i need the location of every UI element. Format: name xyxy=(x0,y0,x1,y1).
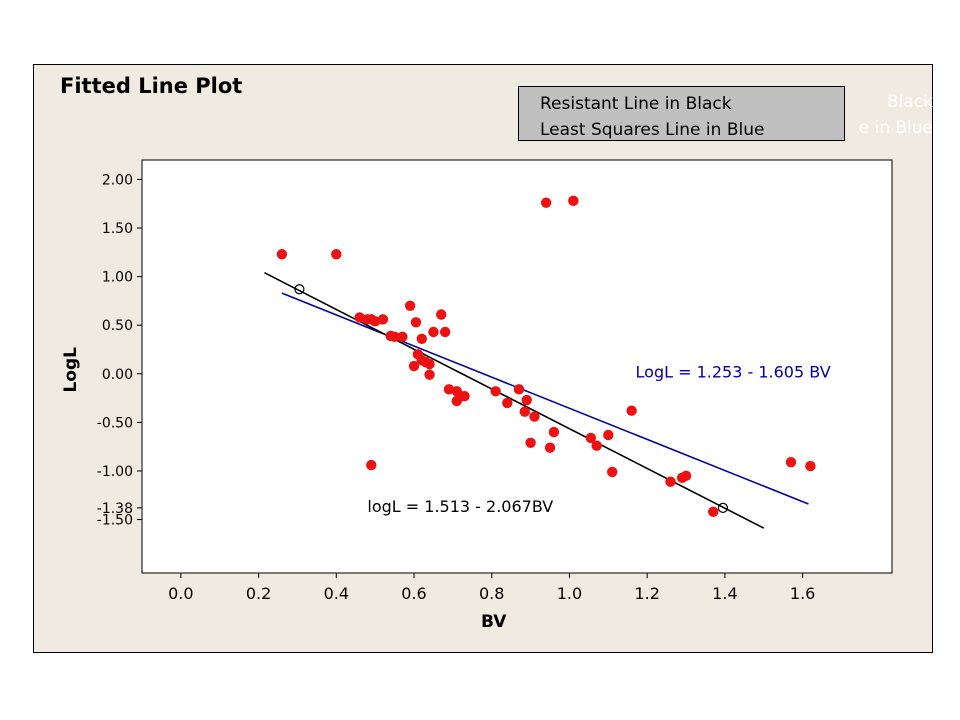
resistant-marker xyxy=(717,502,729,513)
data-point xyxy=(389,331,400,343)
chart-title: Fitted Line Plot xyxy=(60,74,243,98)
data-point xyxy=(626,405,637,416)
data-point xyxy=(276,249,288,260)
y-tick-label: -0.50 xyxy=(97,415,133,431)
legend-line-least-squares: Least Squares Line in Blue xyxy=(540,120,765,140)
y-axis-title: LogL xyxy=(61,347,81,393)
data-point xyxy=(548,426,560,438)
x-tick-label: 0.4 xyxy=(324,584,349,603)
data-point xyxy=(428,326,439,338)
data-point xyxy=(513,384,525,395)
data-point xyxy=(591,440,602,451)
x-tick-label: 1.4 xyxy=(712,584,737,603)
x-tick-label: 1.2 xyxy=(634,584,659,603)
legend-overflow-line-2: e in Blue xyxy=(858,118,933,138)
x-tick-label: 1.0 xyxy=(557,584,582,603)
legend-overflow-text: Black e in Blue xyxy=(845,89,933,141)
x-tick-label: 0.8 xyxy=(479,584,504,603)
data-point xyxy=(607,466,618,478)
data-point xyxy=(521,394,532,406)
x-tick-label: 0.0 xyxy=(168,584,193,603)
data-point xyxy=(439,326,451,338)
data-point xyxy=(410,317,422,328)
resistant-marker xyxy=(294,284,305,295)
y-tick-label: -1.00 xyxy=(97,464,133,480)
y-tick-label: -1.50 xyxy=(97,513,133,529)
x-tick-label: 0.6 xyxy=(401,584,426,603)
data-point xyxy=(502,397,513,409)
data-point xyxy=(424,369,435,380)
data-point xyxy=(443,384,455,395)
legend-line-resistant: Resistant Line in Black xyxy=(540,94,732,114)
data-point xyxy=(540,197,552,208)
data-point xyxy=(354,312,365,323)
data-point xyxy=(665,476,676,487)
y-tick-label: 1.00 xyxy=(102,270,133,286)
y-tick-label: 2.00 xyxy=(102,172,133,188)
legend-box: Resistant Line in Black Least Squares Li… xyxy=(518,86,845,141)
least-squares-equation: LogL = 1.253 - 1.605 BV xyxy=(636,363,831,382)
data-point xyxy=(529,411,540,422)
resistant-equation: logL = 1.513 - 2.067BV xyxy=(367,497,553,516)
y-tick-label: -1.38 xyxy=(97,501,133,517)
x-tick-label: 0.2 xyxy=(246,584,271,603)
data-point xyxy=(544,442,556,453)
data-point xyxy=(459,390,470,402)
resistant-line xyxy=(264,272,765,529)
data-point xyxy=(585,432,597,444)
legend-overflow-line-1: Black xyxy=(887,92,933,112)
plot-area xyxy=(141,159,893,574)
y-tick-label: 0.50 xyxy=(102,318,133,334)
data-point xyxy=(377,314,389,325)
data-point xyxy=(603,429,614,441)
data-point xyxy=(366,459,377,471)
data-point xyxy=(708,506,719,517)
data-point xyxy=(785,457,797,468)
x-tick-label: 1.6 xyxy=(790,584,815,603)
data-point xyxy=(490,386,501,397)
data-point xyxy=(805,460,816,472)
data-point xyxy=(404,300,416,311)
y-tick-label: 0.00 xyxy=(102,367,133,383)
data-point xyxy=(369,316,381,327)
data-point xyxy=(397,331,408,343)
data-point xyxy=(680,470,692,482)
data-point xyxy=(416,333,427,345)
x-axis-title: BV xyxy=(481,612,507,632)
y-tick-label: 1.50 xyxy=(102,221,133,237)
data-point xyxy=(424,358,435,370)
least-squares-line xyxy=(281,292,809,505)
data-point xyxy=(408,360,420,372)
data-point xyxy=(436,309,447,320)
data-point xyxy=(519,406,530,417)
data-point xyxy=(525,437,536,448)
data-point xyxy=(568,195,579,207)
data-point xyxy=(331,249,342,260)
